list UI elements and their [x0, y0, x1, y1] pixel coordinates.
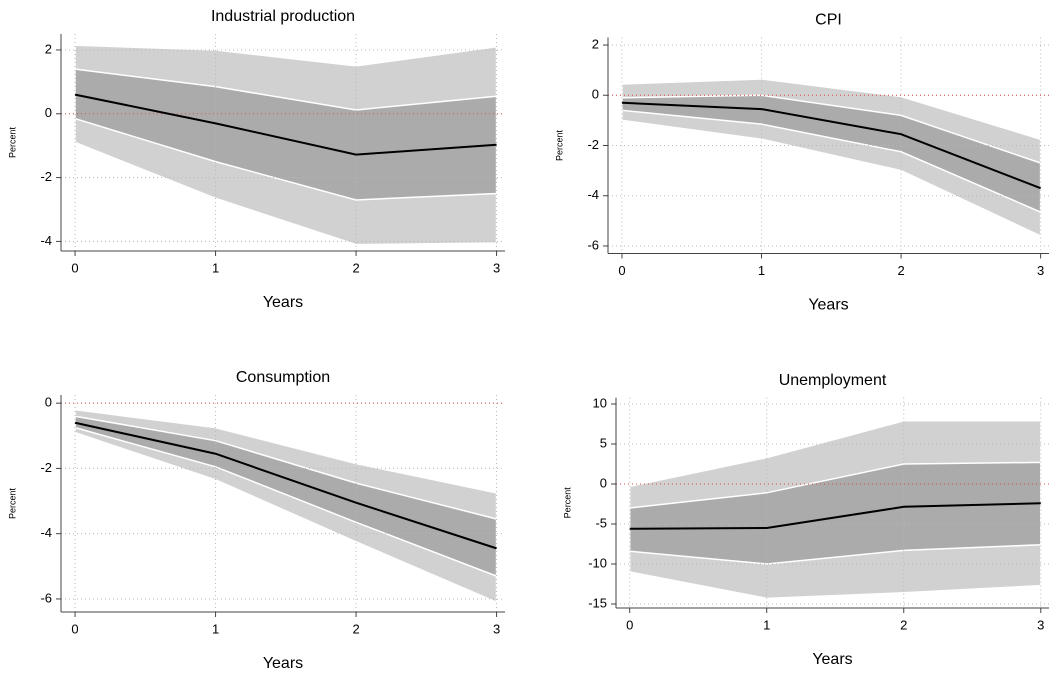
x-tick-label: 2	[897, 263, 904, 278]
line	[629, 502, 1041, 530]
x-tick-label: 0	[618, 263, 625, 278]
line	[74, 421, 497, 550]
x-tick-label: 1	[212, 621, 219, 636]
x-tick-label: 0	[626, 617, 633, 632]
y-tick-label: -6	[587, 237, 599, 252]
y-tick-label: 2	[592, 36, 599, 51]
x-axis-label: Years	[812, 651, 852, 668]
chart-title: Consumption	[236, 369, 330, 386]
x-tick-label: 3	[1037, 617, 1044, 632]
x-tick-label: 2	[900, 617, 907, 632]
y-axis-label: Percent	[562, 487, 572, 519]
x-tick-label: 1	[763, 617, 770, 632]
y-tick-label: -2	[40, 169, 52, 184]
x-tick-label: 3	[1037, 263, 1044, 278]
x-axis-label: Years	[263, 655, 303, 672]
y-axis-label: Percent	[7, 126, 17, 158]
chart-title: Industrial production	[211, 8, 355, 25]
y-tick-label: 10	[593, 395, 607, 410]
y-tick-label: 5	[600, 435, 607, 450]
y-tick-label: -10	[588, 555, 607, 570]
y-axis-label: Percent	[7, 487, 17, 519]
inner-band	[74, 68, 498, 201]
inner-band	[628, 461, 1042, 565]
inner-band	[74, 415, 498, 578]
x-axis-label: Years	[808, 297, 848, 314]
line	[74, 93, 497, 156]
x-tick-label: 2	[352, 260, 359, 275]
y-tick-label: -4	[40, 233, 52, 248]
x-axis-label: Years	[263, 294, 303, 311]
y-tick-label: -5	[595, 515, 607, 530]
y-tick-label: 0	[45, 105, 52, 120]
y-tick-label: 2	[45, 41, 52, 56]
y-tick-label: -4	[40, 525, 52, 540]
y-tick-label: -6	[40, 590, 52, 605]
x-tick-label: 1	[212, 260, 219, 275]
x-tick-label: 3	[493, 260, 500, 275]
line	[621, 101, 1041, 190]
y-tick-label: 0	[600, 475, 607, 490]
inner-band	[621, 94, 1042, 214]
outer-band	[74, 408, 498, 604]
x-tick-label: 2	[352, 621, 359, 636]
y-tick-label: -4	[587, 187, 599, 202]
x-tick-label: 0	[71, 260, 78, 275]
y-axis-label: Percent	[554, 129, 564, 161]
chart-title: CPI	[815, 12, 842, 29]
y-tick-label: 0	[592, 87, 599, 102]
y-tick-label: -2	[587, 137, 599, 152]
x-tick-label: 3	[493, 621, 500, 636]
x-tick-label: 0	[71, 621, 78, 636]
chart-title: Unemployment	[779, 372, 887, 389]
y-tick-label: 0	[45, 395, 52, 410]
y-tick-label: -2	[40, 460, 52, 475]
x-tick-label: 1	[758, 263, 765, 278]
y-tick-label: -15	[588, 595, 607, 610]
